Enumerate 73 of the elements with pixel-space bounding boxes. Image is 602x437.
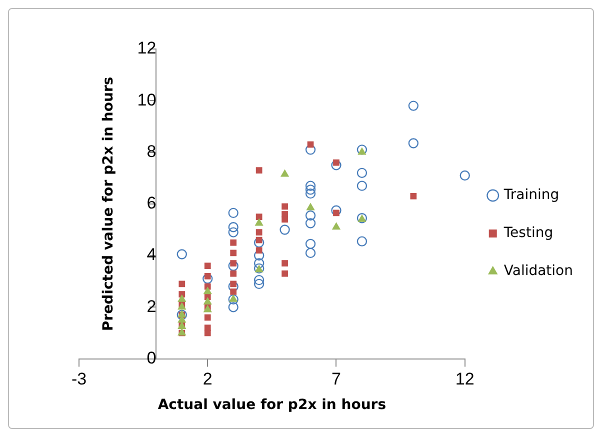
point: [305, 238, 316, 250]
point: [305, 218, 316, 228]
y-tick-label: 10: [137, 90, 156, 110]
point: [178, 280, 186, 288]
x-tick-label: 12: [455, 370, 474, 389]
point: [356, 144, 368, 155]
legend-label: Training: [502, 187, 560, 204]
point: [305, 184, 316, 195]
point: [408, 138, 419, 148]
point: [203, 286, 212, 294]
point: [282, 216, 288, 223]
point: [178, 294, 186, 302]
point: [254, 274, 264, 286]
point: [256, 229, 262, 236]
point: [358, 147, 366, 155]
point: [230, 250, 237, 256]
point: [306, 202, 315, 210]
point: [331, 160, 342, 170]
point: [256, 247, 262, 254]
point: [256, 214, 262, 220]
legend-label: Testing: [502, 225, 554, 242]
point: [228, 302, 238, 312]
point: [254, 238, 264, 248]
point: [254, 278, 264, 290]
point: [282, 203, 288, 210]
y-tick-label: 4: [146, 245, 156, 264]
point: [254, 250, 264, 261]
point: [282, 260, 288, 266]
point: [202, 274, 213, 284]
y-tick-label: 6: [146, 194, 156, 213]
point: [228, 294, 238, 305]
point: [228, 208, 238, 218]
point: [203, 297, 212, 305]
x-tick-label: 2: [202, 370, 212, 389]
point: [356, 236, 368, 246]
point: [282, 270, 288, 277]
point: [356, 168, 368, 178]
x-tick-label: -3: [71, 370, 87, 389]
point: [229, 294, 238, 302]
y-tick-label: 8: [146, 142, 156, 161]
point: [230, 270, 237, 277]
point: [228, 260, 238, 271]
point: [254, 258, 264, 268]
point: [176, 249, 187, 260]
point: [204, 314, 211, 321]
point: [305, 188, 316, 199]
point: [305, 248, 316, 258]
point: [408, 100, 419, 111]
x-axis-title: Actual value for p2x in hours: [158, 397, 386, 414]
point: [460, 170, 470, 181]
y-tick-label: 2: [146, 296, 156, 316]
point: [230, 239, 237, 246]
point: [254, 218, 264, 226]
point: [228, 227, 238, 238]
point: [331, 205, 342, 216]
point: [356, 180, 368, 191]
point: [204, 330, 211, 336]
point: [305, 144, 316, 155]
point: [256, 167, 262, 174]
x-tick-label: 7: [332, 370, 341, 389]
point: [332, 222, 341, 230]
point: [280, 224, 290, 235]
legend-label: Validation: [504, 263, 574, 280]
point: [230, 288, 237, 295]
y-tick-label: 0: [146, 348, 156, 368]
point: [228, 222, 238, 232]
point: [305, 210, 316, 221]
point: [204, 262, 211, 270]
y-tick-label: 12: [137, 38, 156, 58]
point: [280, 169, 290, 177]
point: [410, 192, 417, 200]
point: [305, 180, 316, 191]
y-axis-title: Predicted value for p2x in hours: [100, 76, 117, 331]
